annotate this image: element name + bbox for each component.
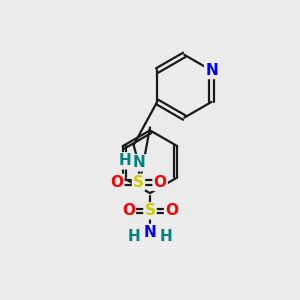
- Text: H: H: [118, 153, 131, 168]
- Text: O: O: [122, 203, 135, 218]
- Text: N: N: [205, 63, 218, 78]
- Text: N: N: [132, 155, 145, 170]
- Text: O: O: [110, 175, 123, 190]
- Text: O: O: [154, 175, 166, 190]
- Text: N: N: [144, 225, 156, 240]
- Text: H: H: [159, 229, 172, 244]
- Text: S: S: [145, 203, 155, 218]
- Text: S: S: [133, 175, 144, 190]
- Text: H: H: [128, 229, 141, 244]
- Text: O: O: [165, 203, 178, 218]
